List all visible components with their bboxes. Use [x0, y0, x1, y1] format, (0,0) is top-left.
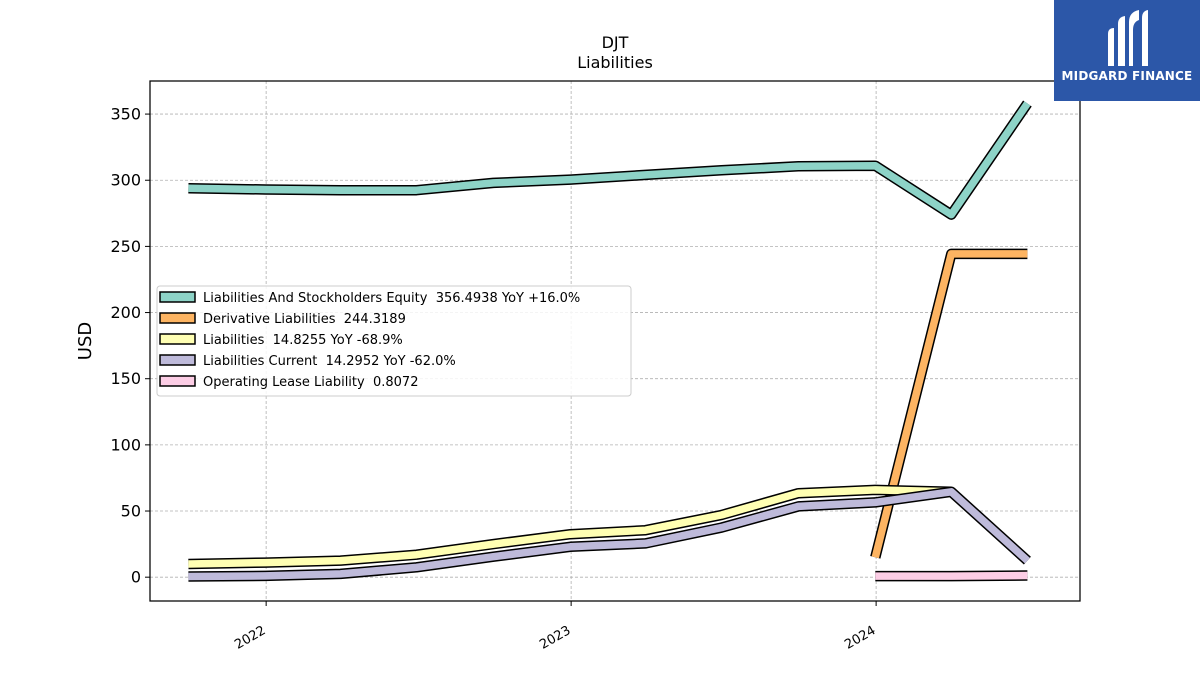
legend-swatch: [159, 291, 196, 303]
series-line-liabilities-and-stockholders-equity: [188, 101, 1031, 219]
legend-swatch: [159, 354, 196, 366]
y-tick-label: 50: [121, 502, 141, 521]
legend-label: Derivative Liabilities 244.3189: [203, 312, 406, 327]
legend-swatch: [159, 375, 196, 387]
x-tick-label: 2024: [842, 623, 878, 653]
legend-swatch: [159, 312, 196, 324]
legend: Liabilities And Stockholders Equity 356.…: [156, 285, 632, 397]
y-axis-label: USD: [75, 322, 96, 360]
legend-label: Operating Lease Liability 0.8072: [203, 375, 418, 390]
series-outline-derivative-liabilities: [870, 248, 1028, 559]
series-outline-liabilities-and-stockholders-equity: [188, 100, 1032, 220]
y-tick-label: 350: [110, 105, 141, 124]
series-line-liabilities: [188, 486, 952, 568]
x-axis: 2022 2023 2024: [232, 601, 878, 653]
y-axis: 0 50 100 150 200 250 300 350: [110, 105, 150, 587]
legend-label: Liabilities And Stockholders Equity 356.…: [203, 291, 580, 306]
legend-swatch: [159, 333, 196, 345]
logo-mark-icon: [1108, 10, 1148, 66]
series-line-liabilities-current: [188, 488, 1030, 581]
series-layer: [188, 100, 1032, 582]
y-tick-label: 150: [110, 369, 141, 388]
y-tick-label: 200: [110, 303, 141, 322]
x-tick-label: 2022: [232, 623, 268, 653]
plot-frame: [149, 80, 1081, 602]
series-line-operating-lease-liability: [875, 571, 1028, 580]
legend-label: Liabilities Current 14.2952 YoY -62.0%: [203, 354, 456, 369]
brand-name: MIDGARD FINANCE: [1061, 69, 1193, 83]
y-tick-label: 250: [110, 237, 141, 256]
chart-subtitle: Liabilities: [577, 53, 653, 72]
chart-title: DJT: [602, 33, 629, 52]
y-tick-label: 0: [131, 568, 141, 587]
brand-logo: MIDGARD FINANCE: [1054, 0, 1200, 101]
legend-label: Liabilities 14.8255 YoY -68.9%: [203, 333, 403, 348]
series-line-derivative-liabilities: [871, 250, 1028, 559]
y-tick-label: 300: [110, 171, 141, 190]
legend-box: [156, 285, 632, 397]
y-tick-label: 100: [110, 435, 141, 454]
x-tick-label: 2023: [537, 623, 573, 653]
